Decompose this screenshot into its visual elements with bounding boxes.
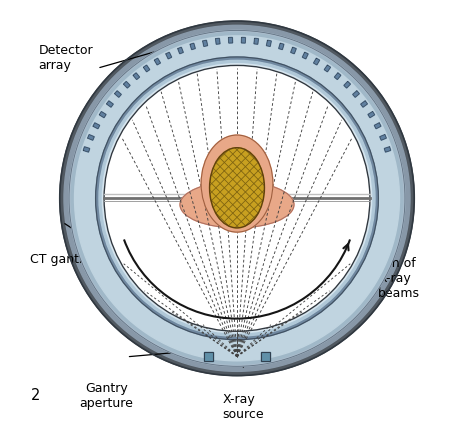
Polygon shape xyxy=(228,38,233,43)
Polygon shape xyxy=(241,38,246,43)
Polygon shape xyxy=(203,40,208,46)
Polygon shape xyxy=(361,101,367,107)
Circle shape xyxy=(64,25,410,371)
Text: CT gantry: CT gantry xyxy=(30,253,92,266)
FancyBboxPatch shape xyxy=(261,352,270,361)
Polygon shape xyxy=(83,147,90,152)
Ellipse shape xyxy=(210,148,264,228)
Polygon shape xyxy=(254,38,258,44)
Circle shape xyxy=(81,42,393,354)
Polygon shape xyxy=(93,123,100,129)
Text: Fan of
X-ray
beams: Fan of X-ray beams xyxy=(378,257,420,300)
Polygon shape xyxy=(155,58,160,65)
Polygon shape xyxy=(302,52,308,59)
Ellipse shape xyxy=(180,181,294,228)
Circle shape xyxy=(104,65,370,331)
Circle shape xyxy=(74,36,400,361)
Polygon shape xyxy=(266,40,271,46)
Polygon shape xyxy=(178,47,183,54)
Circle shape xyxy=(99,60,375,336)
Polygon shape xyxy=(190,43,195,49)
Polygon shape xyxy=(374,123,381,129)
Polygon shape xyxy=(100,111,106,118)
Text: Detector
array: Detector array xyxy=(39,44,93,72)
Polygon shape xyxy=(384,147,391,152)
Circle shape xyxy=(96,57,378,340)
Polygon shape xyxy=(216,38,220,44)
Polygon shape xyxy=(324,65,330,72)
Circle shape xyxy=(71,32,403,364)
Polygon shape xyxy=(380,135,386,140)
Polygon shape xyxy=(88,135,94,140)
Polygon shape xyxy=(335,73,341,79)
Text: X-ray
source: X-ray source xyxy=(222,393,264,421)
Text: Gantry
aperture: Gantry aperture xyxy=(79,382,133,410)
Circle shape xyxy=(69,30,405,366)
Polygon shape xyxy=(353,91,359,97)
Polygon shape xyxy=(133,73,139,79)
Polygon shape xyxy=(314,58,319,65)
Polygon shape xyxy=(344,81,350,88)
Circle shape xyxy=(73,34,401,363)
Polygon shape xyxy=(107,101,113,107)
Polygon shape xyxy=(144,65,150,72)
Ellipse shape xyxy=(201,135,273,232)
Polygon shape xyxy=(291,47,296,54)
Circle shape xyxy=(102,64,372,333)
Polygon shape xyxy=(124,81,130,88)
FancyBboxPatch shape xyxy=(204,352,213,361)
Circle shape xyxy=(60,21,414,376)
Polygon shape xyxy=(166,52,172,59)
Polygon shape xyxy=(279,43,284,49)
Text: 2: 2 xyxy=(31,388,40,403)
Polygon shape xyxy=(115,91,121,97)
Polygon shape xyxy=(368,111,374,118)
